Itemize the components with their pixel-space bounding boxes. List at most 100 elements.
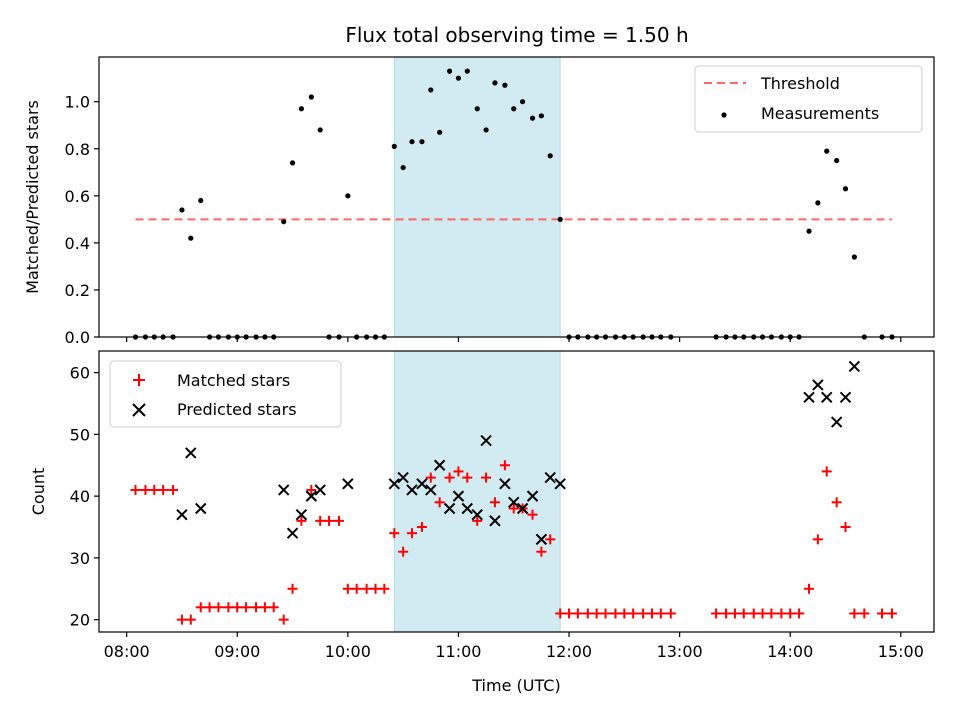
matched-star-point — [223, 602, 234, 613]
top-legend: Threshold Measurements — [694, 65, 923, 133]
measurement-point — [834, 157, 840, 164]
measurement-point — [538, 113, 544, 119]
predicted-star-point — [416, 478, 428, 490]
measurement-point — [455, 75, 462, 81]
panel-bottom: 20 30 40 50 60 08:00 09:00 10:00 11:00 12:00 13:00… — [29, 350, 935, 695]
measurement-point — [502, 82, 508, 88]
matched-star-point — [185, 614, 196, 625]
top-shaded-region — [393, 56, 561, 338]
matched-star-point — [665, 608, 676, 619]
bottom-x-tick-label: 12:00 — [546, 642, 592, 661]
measurement-point — [428, 87, 434, 93]
top-y-tick-label: 0.4 — [65, 234, 90, 253]
matched-star-point — [398, 546, 409, 557]
predicted-star-point — [803, 391, 815, 404]
matched-star-point — [472, 515, 483, 526]
measurement-point — [198, 197, 204, 204]
matched-star-point — [619, 608, 630, 619]
matched-star-point — [655, 608, 666, 619]
matched-star-point — [140, 484, 151, 495]
matched-star-point — [591, 608, 602, 619]
bottom-x-tick-label: 09:00 — [214, 642, 260, 661]
predicted-star-point — [388, 478, 400, 490]
matched-star-point — [711, 608, 722, 619]
matched-star-point — [536, 546, 547, 557]
predicted-star-point — [461, 502, 473, 515]
measurement-point — [179, 207, 185, 213]
matched-star-point — [324, 515, 335, 526]
measurement-point — [483, 127, 489, 133]
predicted-star-point — [489, 515, 501, 527]
matched-star-point — [204, 602, 215, 613]
matched-star-point — [812, 534, 823, 545]
matched-star-point — [315, 515, 326, 526]
matched-star-point — [370, 583, 381, 594]
bottom-x-tick-label: 15:00 — [878, 642, 924, 661]
chart-title: Flux total observing time = 1.50 h — [345, 23, 688, 47]
measurement-point — [815, 200, 821, 206]
matched-star-point — [149, 484, 160, 495]
matched-star-points — [130, 460, 897, 625]
matched-star-point — [287, 583, 298, 594]
top-axis-ticks: 0.0 0.2 0.4 0.6 0.8 1.0 — [65, 93, 902, 347]
predicted-star-point — [397, 471, 409, 484]
matched-star-point — [278, 614, 289, 625]
bottom-y-tick-label: 20 — [70, 611, 90, 630]
matched-star-point — [877, 608, 888, 619]
matched-star-point — [831, 497, 842, 508]
matched-star-point — [176, 614, 187, 625]
measurement-point — [409, 139, 415, 145]
legend-measurements-label: Measurements — [761, 104, 879, 123]
top-y-tick-label: 0.8 — [65, 140, 90, 159]
matched-star-point — [849, 608, 860, 619]
predicted-star-point — [443, 502, 456, 515]
bottom-legend: Matched stars Predicted stars — [109, 360, 342, 428]
matched-star-point — [555, 608, 566, 619]
predicted-star-point — [425, 484, 437, 496]
matched-star-point — [600, 608, 611, 619]
top-y-tick-label: 0.6 — [65, 187, 90, 206]
predicted-star-points — [176, 360, 861, 546]
predicted-star-point — [812, 379, 824, 391]
matched-star-point — [840, 522, 851, 533]
predicted-star-point — [839, 391, 852, 404]
bottom-axes-frame — [98, 350, 935, 633]
measurement-point — [529, 115, 536, 121]
measurement-point — [474, 106, 480, 112]
predicted-star-point — [342, 478, 354, 490]
matched-star-point — [776, 608, 787, 619]
measurement-point — [492, 80, 498, 86]
bottom-x-tick-label: 14:00 — [767, 642, 813, 661]
x-axis-label: Time (UTC) — [471, 676, 560, 695]
predicted-star-point — [499, 478, 511, 490]
measurement-point — [824, 148, 830, 154]
matched-star-point — [434, 497, 445, 508]
predicted-star-point — [314, 484, 326, 496]
legend-predicted-label: Predicted stars — [177, 400, 297, 419]
top-y-axis-label: Matched/Predicted stars — [23, 100, 42, 294]
panel-top: 0.0 0.2 0.4 0.6 0.8 1.0 Matched/Predicted sta… — [23, 56, 935, 347]
measurement-point — [400, 164, 406, 171]
predicted-star-point — [305, 490, 318, 502]
matched-star-point — [342, 583, 353, 594]
bottom-x-tick-label: 11:00 — [435, 642, 481, 661]
predicted-star-point — [526, 490, 539, 502]
measurement-point — [298, 106, 304, 112]
predicted-star-point — [516, 502, 529, 515]
matched-star-point — [638, 608, 649, 619]
bottom-y-tick-label: 60 — [70, 364, 90, 383]
bottom-legend-box — [109, 360, 342, 428]
matched-star-point — [306, 484, 317, 495]
matched-star-point — [168, 484, 179, 495]
matched-star-point — [195, 602, 206, 613]
measurement-point — [437, 129, 443, 135]
matched-star-point — [444, 472, 455, 483]
matched-star-point — [721, 608, 732, 619]
bottom-axis-ticks: 20 30 40 50 60 08:00 09:00 10:00 11:00 12:00 13:00… — [70, 364, 924, 661]
matched-star-point — [259, 602, 270, 613]
bottom-y-axis-label: Count — [29, 468, 48, 516]
predicted-star-point — [433, 459, 446, 471]
predicted-star-point — [452, 490, 465, 502]
matched-star-point — [748, 608, 759, 619]
predicted-star-point — [848, 360, 861, 373]
